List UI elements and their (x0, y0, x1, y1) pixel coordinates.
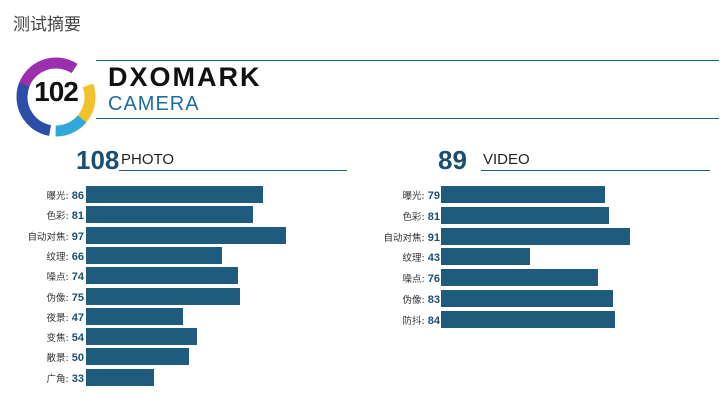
video-bar (441, 269, 599, 287)
photo-category-label: 伪像: (46, 292, 69, 304)
video-category-label: 伪像: (402, 295, 425, 306)
header-line-bottom (96, 118, 719, 119)
photo-value-label: 86 (71, 190, 84, 202)
photo-value-label: 66 (71, 250, 84, 263)
photo-row-label: 伪像: 75 (47, 290, 84, 304)
photo-category-label: 夜景: (46, 312, 69, 324)
photo-section-label: PHOTO (121, 151, 175, 168)
header-line-top (96, 60, 719, 61)
video-category-label: 自动对焦: (383, 232, 425, 244)
video-category-label: 防抖: (402, 315, 425, 327)
video-value-label: 79 (427, 190, 440, 202)
photo-category-label: 变焦: (46, 333, 69, 345)
video-row-label: 色彩: 81 (403, 209, 440, 223)
photo-value-label: 54 (71, 332, 84, 345)
photo-bar (86, 226, 286, 244)
photo-bar (86, 267, 239, 285)
photo-category-label: 曝光: (46, 191, 69, 202)
photo-value-label: 74 (71, 271, 84, 284)
photo-row-label: 自动对焦: 97 (28, 229, 84, 243)
video-total-score: 89 (438, 145, 467, 175)
photo-row-label: 散景: 50 (47, 350, 84, 364)
photo-bar (86, 328, 198, 346)
photo-row-label: 曝光: 86 (47, 188, 84, 202)
page-title: 测试摘要 (13, 15, 81, 35)
photo-row-label: 夜景: 47 (47, 310, 84, 324)
photo-category-label: 噪点: (46, 272, 69, 284)
photo-row-label: 变焦: 54 (47, 330, 84, 344)
video-category-label: 曝光: (402, 191, 425, 202)
photo-value-label: 47 (71, 311, 84, 324)
video-section-label: VIDEO (483, 151, 530, 168)
video-value-label: 81 (427, 210, 440, 223)
photo-bar (86, 307, 183, 325)
video-row-label: 纹理: 43 (403, 250, 440, 264)
photo-row-label: 噪点: 74 (47, 269, 84, 283)
photo-row-label: 色彩: 81 (47, 208, 84, 222)
photo-row-label: 广角: 33 (47, 371, 84, 385)
video-row-label: 噪点: 76 (403, 271, 440, 285)
photo-section-line (119, 170, 347, 171)
photo-row-label: 纹理: 66 (47, 249, 84, 263)
photo-bar (86, 206, 253, 224)
video-category-label: 色彩: (402, 211, 425, 223)
video-value-label: 43 (427, 252, 440, 265)
photo-bar (86, 368, 154, 386)
video-row-label: 防抖: 84 (403, 313, 440, 327)
photo-category-label: 广角: (46, 373, 69, 385)
photo-value-label: 97 (71, 230, 84, 243)
video-row-label: 自动对焦: 91 (384, 230, 440, 244)
photo-category-label: 散景: (46, 353, 69, 365)
video-bar (441, 227, 630, 245)
video-row-label: 伪像: 83 (403, 292, 440, 306)
badge-score: 102 (34, 76, 79, 107)
photo-total-score: 108 (76, 145, 120, 175)
brand-name: DXOMARK (108, 62, 262, 92)
photo-bar (86, 287, 241, 305)
photo-value-label: 81 (71, 210, 84, 223)
video-row-label: 曝光: 79 (403, 188, 440, 202)
video-bar (441, 248, 531, 266)
video-value-label: 76 (427, 273, 440, 286)
dxomark-badge-icon (16, 57, 96, 137)
video-category-label: 噪点: (402, 274, 425, 286)
video-value-label: 83 (427, 294, 440, 306)
video-bar (441, 310, 616, 328)
video-bar (441, 290, 613, 307)
photo-category-label: 纹理: (46, 251, 69, 263)
photo-value-label: 50 (71, 352, 84, 365)
photo-value-label: 75 (71, 291, 84, 304)
video-category-label: 纹理: (402, 253, 425, 265)
photo-category-label: 色彩: (46, 211, 69, 223)
photo-category-label: 自动对焦: (27, 231, 69, 243)
video-bar (441, 206, 609, 224)
photo-bar (86, 348, 189, 366)
video-value-label: 84 (427, 314, 440, 327)
brand-category: CAMERA (108, 93, 200, 115)
photo-bar (86, 246, 222, 264)
photo-bar (86, 186, 263, 203)
video-value-label: 91 (427, 231, 440, 244)
video-bar (441, 186, 605, 203)
photo-value-label: 33 (71, 372, 84, 385)
video-section-line (481, 170, 710, 171)
